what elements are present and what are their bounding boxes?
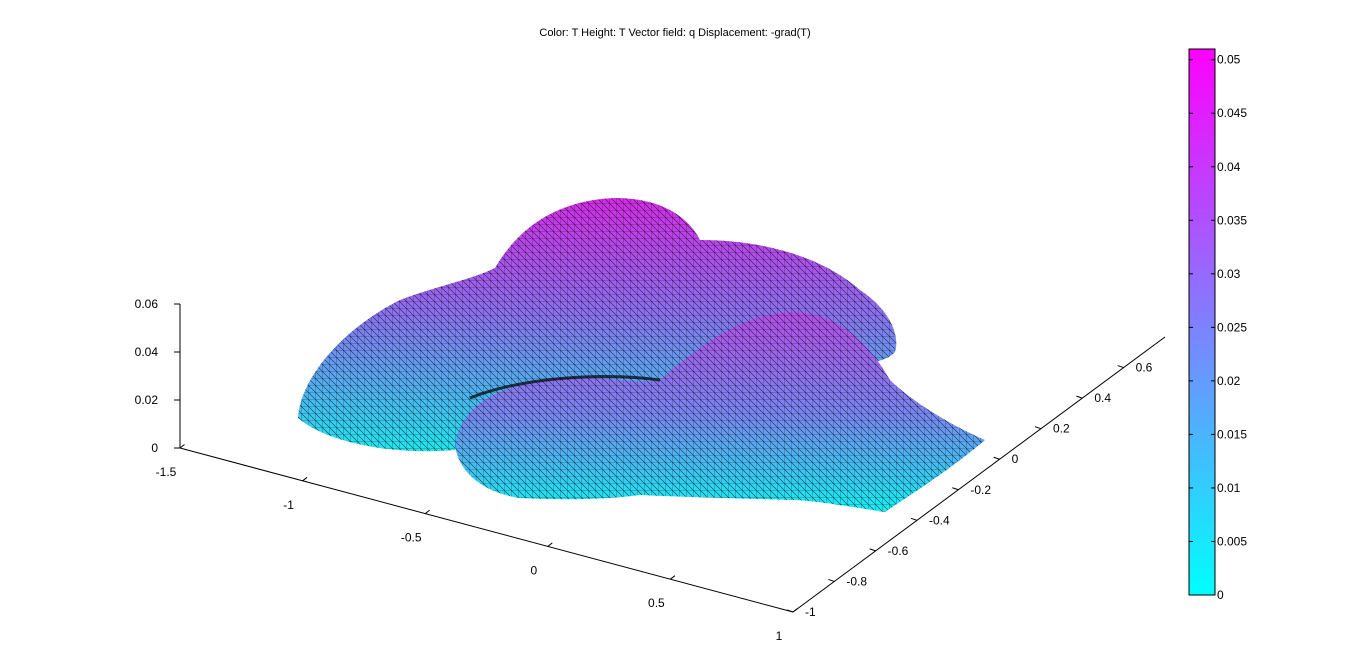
y-tick-mark bbox=[828, 578, 835, 582]
colorbar-tick-label: 0.015 bbox=[1217, 427, 1247, 441]
x-tick-mark bbox=[179, 444, 185, 449]
x-tick-mark bbox=[670, 575, 676, 580]
z-tick-label: 0.02 bbox=[135, 393, 159, 407]
x-tick-label: -0.5 bbox=[401, 531, 422, 545]
colorbar-tick-label: 0.05 bbox=[1217, 53, 1241, 67]
colorbar: 0 0.005 0.01 0.015 0.02 0.025 0.03 0.035 0.04 0.0… bbox=[1188, 48, 1247, 602]
y-tick-label: 0.2 bbox=[1053, 422, 1070, 436]
z-tick-label: 0.06 bbox=[135, 297, 159, 311]
y-tick-label: 0 bbox=[1012, 452, 1019, 466]
colorbar-ticks: 0 0.005 0.01 0.015 0.02 0.025 0.03 0.035 0.04 0.0… bbox=[1189, 53, 1247, 602]
y-tick-mark bbox=[1076, 395, 1083, 399]
plot-title: Color: T Height: T Vector field: q Displ… bbox=[539, 27, 811, 39]
y-tick-mark bbox=[786, 609, 794, 613]
x-tick-mark bbox=[302, 476, 308, 482]
y-tick-mark bbox=[869, 548, 876, 552]
colorbar-tick-label: 0 bbox=[1217, 588, 1224, 602]
x-tick-label: 1 bbox=[776, 629, 783, 643]
y-tick-label: 0.4 bbox=[1094, 391, 1111, 405]
y-tick-label: -0.4 bbox=[929, 513, 950, 527]
colorbar-tick-label: 0.01 bbox=[1217, 481, 1241, 495]
x-tick-mark bbox=[424, 509, 431, 514]
z-ticks: 0 0.02 0.04 0.06 bbox=[135, 297, 180, 455]
surface-ridge-line bbox=[469, 375, 661, 400]
y-tick-label: -0.2 bbox=[970, 483, 991, 497]
y-tick-label: -0.6 bbox=[888, 544, 909, 558]
colorbar-tick-label: 0.04 bbox=[1217, 160, 1241, 174]
y-tick-mark bbox=[952, 487, 959, 491]
x-tick-label: -1.5 bbox=[156, 465, 177, 479]
colorbar-tick-label: 0.02 bbox=[1217, 374, 1241, 388]
x-tick-label: -1 bbox=[283, 498, 294, 512]
x-tick-mark bbox=[547, 542, 553, 547]
x-ticks: -1.5 -1 -0.5 0 0.5 1 bbox=[156, 444, 798, 643]
x-tick-label: 0.5 bbox=[648, 596, 665, 610]
colorbar-tick-label: 0.005 bbox=[1217, 534, 1247, 548]
y-tick-label: 0.6 bbox=[1136, 361, 1153, 375]
colorbar-tick-label: 0.03 bbox=[1217, 267, 1241, 281]
colorbar-tick-label: 0.045 bbox=[1217, 106, 1247, 120]
colorbar-gradient bbox=[1188, 48, 1216, 596]
surface-mesh bbox=[298, 198, 985, 512]
x-axis-line bbox=[179, 447, 794, 613]
axes-3d: -1.5 -1 -0.5 0 0.5 1 -1 -0.8 -0.6 -0.4 -0.2 0 0.2 0.… bbox=[135, 297, 1166, 643]
colorbar-tick-label: 0.025 bbox=[1217, 320, 1247, 334]
y-tick-label: -0.8 bbox=[846, 574, 867, 588]
y-tick-mark bbox=[1034, 426, 1042, 430]
y-tick-mark bbox=[993, 456, 1000, 460]
y-axis-line bbox=[792, 336, 1166, 613]
y-tick-label: -1 bbox=[805, 605, 816, 619]
x-tick-label: 0 bbox=[530, 563, 537, 577]
x-tick-mark bbox=[792, 608, 798, 613]
y-tick-mark bbox=[1117, 365, 1124, 369]
colorbar-tick-label: 0.035 bbox=[1217, 213, 1247, 227]
z-tick-label: 0 bbox=[151, 441, 158, 455]
z-tick-label: 0.04 bbox=[135, 345, 159, 359]
y-ticks: -1 -0.8 -0.6 -0.4 -0.2 0 0.2 0.4 0.6 bbox=[786, 361, 1153, 619]
y-tick-mark bbox=[910, 517, 918, 521]
